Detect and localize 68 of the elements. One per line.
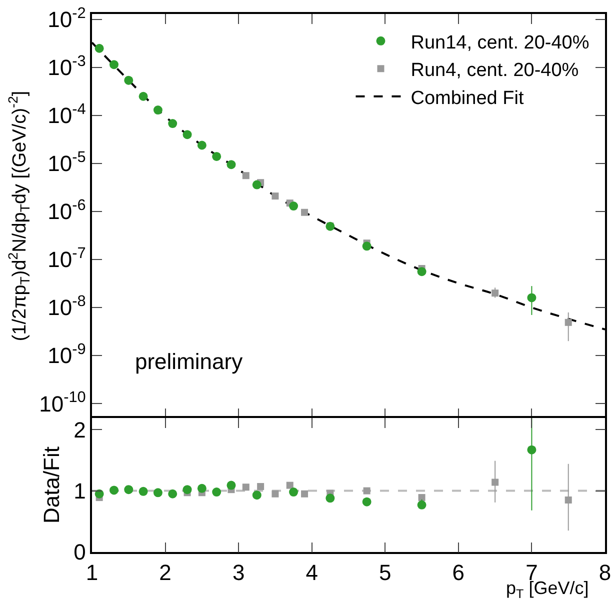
y-tick-label: 10$^{-9}$ [48, 341, 86, 368]
point [94, 44, 104, 53]
point [289, 202, 298, 211]
point [153, 106, 162, 115]
x-tick-label: 8 [598, 560, 612, 586]
x-tick-label: 3 [232, 560, 245, 586]
point [212, 152, 222, 161]
point [272, 490, 279, 498]
point [289, 488, 298, 497]
point [257, 483, 264, 490]
point [564, 496, 572, 504]
point [252, 490, 262, 500]
point [527, 445, 536, 454]
point [286, 482, 294, 489]
y-tick-label: 10$^{-10}$ [39, 389, 86, 416]
point [182, 485, 192, 494]
point [138, 486, 148, 496]
legend-label: Combined Fit [410, 88, 524, 109]
y-tick-label: 10$^{-3}$ [48, 52, 86, 80]
y-tick-label: 0 [74, 540, 86, 565]
legend-label: Run4, cent. 20-40% [410, 60, 579, 82]
point [564, 318, 572, 326]
y-axis-title: Data/Fit [38, 446, 64, 524]
point [168, 489, 178, 498]
point [362, 242, 372, 251]
y-tick-label: 1 [74, 478, 86, 504]
point [242, 484, 250, 491]
point [124, 76, 134, 85]
point [363, 487, 370, 494]
y-tick-label: 10$^{-7}$ [48, 244, 86, 272]
y-tick-label: 10$^{-2}$ [48, 4, 86, 32]
point [492, 290, 499, 297]
point [326, 494, 335, 503]
x-tick-label: 4 [306, 560, 318, 586]
point [226, 160, 236, 170]
y-tick-label: 2 [74, 417, 86, 442]
point [109, 60, 118, 70]
y-tick-label: 10$^{-8}$ [48, 292, 86, 320]
point [138, 92, 148, 101]
point [252, 180, 262, 190]
point [212, 488, 222, 497]
point [109, 486, 118, 495]
point [197, 484, 206, 493]
x-tick-label: 6 [452, 560, 465, 586]
point [417, 500, 426, 510]
point [417, 267, 426, 276]
point [527, 293, 536, 302]
point [153, 488, 162, 498]
y-tick-label: 10$^{-4}$ [48, 100, 86, 128]
point [492, 478, 499, 486]
y-tick-label: 10$^{-6}$ [48, 196, 86, 224]
x-tick-label: 2 [159, 560, 172, 586]
point [418, 494, 426, 502]
point [226, 480, 236, 490]
annotation: preliminary [135, 349, 243, 374]
point [362, 497, 372, 506]
point [301, 208, 308, 216]
y-tick-label: 10$^{-5}$ [48, 148, 86, 176]
point [197, 140, 206, 150]
point [301, 490, 308, 498]
point [272, 192, 279, 200]
x-tick-label: 5 [379, 560, 392, 586]
point [182, 130, 192, 140]
legend-label: Run14, cent. 20-40% [410, 32, 590, 54]
point [168, 119, 178, 128]
point [124, 485, 134, 494]
point [94, 489, 104, 498]
point [242, 172, 250, 180]
